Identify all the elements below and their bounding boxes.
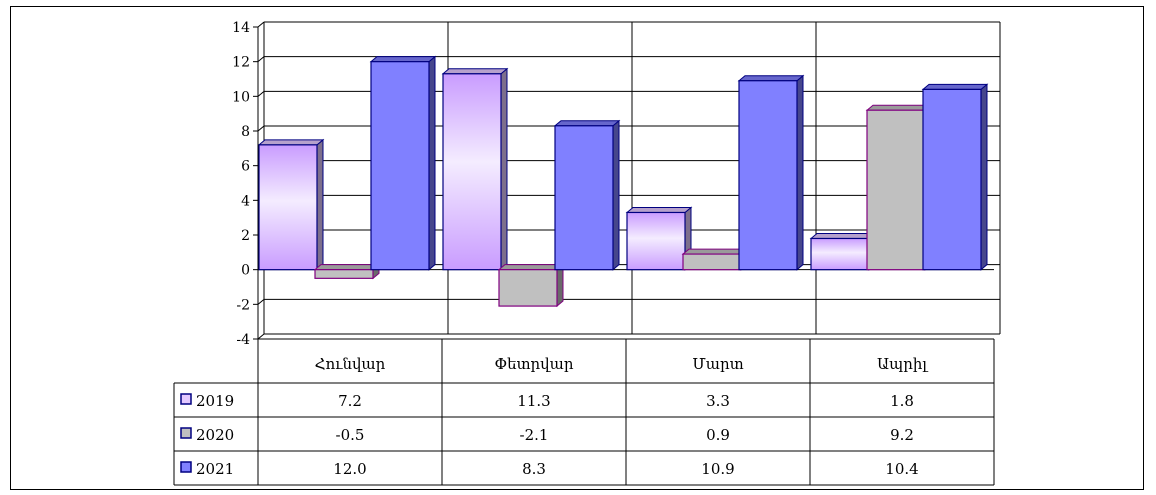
bar-2021-Փետրվար	[554, 125, 614, 271]
bar-top-2020-2	[681, 248, 749, 255]
bar-chart: -4 -2 0 2 4 6 8 10 12 14 Հունվար Փետրվար Մարտ Ապրիլ 2…	[173, 20, 1001, 486]
legend-swatch-2020	[180, 427, 192, 439]
grid-depth-0	[257, 333, 265, 340]
y-tick-label: 10	[232, 89, 250, 105]
bar-2019-Մարտ	[626, 211, 686, 271]
bar-top-2021-0	[369, 56, 437, 63]
table-cell: 3.3	[706, 392, 730, 410]
bar-side-2021-2	[796, 74, 804, 271]
table-cell: 8.3	[522, 460, 546, 478]
bar-top-2019-1	[441, 68, 509, 75]
y-tick-label: 2	[241, 228, 250, 244]
bar-2019-Փետրվար	[442, 73, 502, 271]
bar-top-2020-3	[865, 104, 933, 111]
y-tick-label: 6	[241, 159, 250, 175]
table-cell: 7.2	[338, 392, 362, 410]
bar-2020-Փետրվար	[498, 269, 558, 307]
y-tick-label: -4	[236, 332, 250, 348]
bar-top-2021-2	[737, 75, 805, 82]
table-cell: 12.0	[333, 460, 366, 478]
y-tick-label: 14	[232, 20, 250, 36]
bar-2021-Մարտ	[738, 80, 798, 271]
category-label: Մարտ	[692, 355, 743, 373]
legend-label: 2020	[196, 426, 234, 444]
bar-top-2020-0	[313, 264, 381, 271]
category-label: Փետրվար	[494, 355, 573, 373]
bar-side-2021-0	[428, 55, 436, 271]
bar-top-2021-1	[553, 120, 621, 127]
y-tick-label: 8	[241, 124, 250, 140]
grid-depth-8	[257, 56, 265, 63]
bar-top-2021-3	[921, 83, 989, 90]
chart-frame: -4 -2 0 2 4 6 8 10 12 14 Հունվար Փետրվար Մարտ Ապրիլ 2…	[10, 6, 1144, 490]
bar-2019-Հունվար	[258, 144, 318, 271]
y-tick-label: -2	[236, 297, 250, 313]
legend-label: 2019	[196, 392, 234, 410]
y-tick-label: 0	[241, 263, 250, 279]
bar-2020-Ապրիլ	[866, 109, 926, 271]
table-cell: 11.3	[517, 392, 550, 410]
table-cell: 10.9	[701, 460, 734, 478]
legend-label: 2021	[196, 460, 234, 478]
category-label: Ապրիլ	[877, 355, 928, 373]
bar-side-2019-1	[500, 67, 508, 271]
bar-2020-Մարտ	[682, 253, 742, 271]
grid-depth-1	[257, 298, 265, 305]
bar-side-2019-0	[316, 138, 324, 271]
category-label: Հունվար	[315, 355, 386, 373]
bar-top-2019-3	[809, 232, 877, 239]
bar-top-2019-0	[257, 139, 325, 146]
bar-side-2020-1	[556, 263, 564, 308]
table-cell: -2.1	[520, 426, 549, 444]
legend-swatch-2021	[180, 461, 192, 473]
bar-2020-Հունվար	[314, 269, 374, 279]
bar-2019-Ապրիլ	[810, 237, 870, 271]
bar-top-2019-2	[625, 206, 693, 213]
table-cell: 1.8	[890, 392, 914, 410]
bar-2021-Հունվար	[370, 61, 430, 271]
grid-depth-6	[257, 125, 265, 132]
legend-swatch-2019	[180, 393, 192, 405]
bar-2021-Ապրիլ	[922, 88, 982, 271]
table-cell: 9.2	[890, 426, 914, 444]
y-tick-label: 4	[241, 193, 250, 209]
grid-depth-7	[257, 90, 265, 97]
table-cell: 10.4	[885, 460, 918, 478]
table-cell: -0.5	[336, 426, 365, 444]
bar-side-2021-1	[612, 119, 620, 271]
bar-top-2020-1	[497, 264, 565, 271]
bar-side-2021-3	[980, 83, 988, 271]
y-tick-label: 12	[232, 55, 250, 71]
grid-depth-9	[257, 21, 265, 28]
table-cell: 0.9	[706, 426, 730, 444]
